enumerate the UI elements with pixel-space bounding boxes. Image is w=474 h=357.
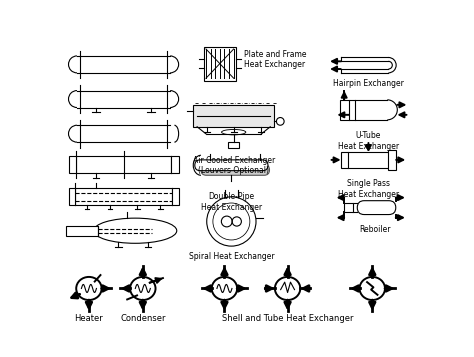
Bar xyxy=(66,226,98,236)
Text: Spiral Heat Exchanger: Spiral Heat Exchanger xyxy=(189,252,274,261)
Bar xyxy=(341,152,348,167)
Bar xyxy=(173,188,179,205)
Bar xyxy=(389,150,396,170)
Bar xyxy=(339,100,349,120)
Text: Single Pass
Heat Exchanger: Single Pass Heat Exchanger xyxy=(338,179,399,198)
Text: Condenser: Condenser xyxy=(120,314,165,323)
FancyBboxPatch shape xyxy=(195,160,268,171)
FancyBboxPatch shape xyxy=(193,105,274,127)
Text: Reboiler: Reboiler xyxy=(359,225,391,233)
Bar xyxy=(344,203,354,212)
Text: Shell and Tube Heat Exchanger: Shell and Tube Heat Exchanger xyxy=(222,314,353,323)
Bar xyxy=(204,47,236,81)
Ellipse shape xyxy=(221,130,246,135)
Ellipse shape xyxy=(93,218,177,243)
Text: U-Tube
Heat Exchanger: U-Tube Heat Exchanger xyxy=(338,131,399,151)
Text: Heater: Heater xyxy=(74,314,103,323)
FancyBboxPatch shape xyxy=(357,201,396,215)
Bar xyxy=(171,156,179,173)
Bar xyxy=(228,142,239,148)
Bar xyxy=(69,156,76,173)
Text: Plate and Frame
Heat Exchanger: Plate and Frame Heat Exchanger xyxy=(244,50,306,70)
Text: Air Cooled Exchanger
(Louvers Optional): Air Cooled Exchanger (Louvers Optional) xyxy=(192,156,275,175)
Bar xyxy=(69,188,75,205)
FancyBboxPatch shape xyxy=(201,165,270,175)
Text: Hairpin Exchanger: Hairpin Exchanger xyxy=(333,79,404,88)
Text: Double-Pipe
Heat Exchanger: Double-Pipe Heat Exchanger xyxy=(201,192,262,212)
